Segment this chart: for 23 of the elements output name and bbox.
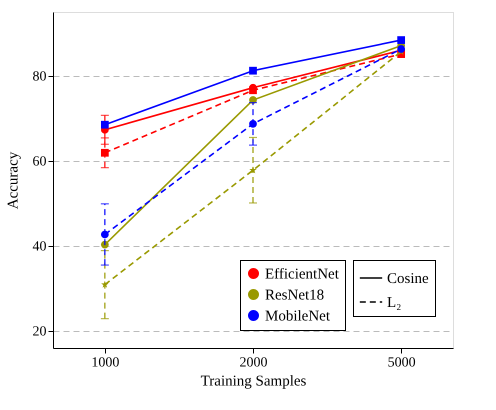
point bbox=[100, 120, 109, 129]
point bbox=[100, 230, 109, 238]
x-tick-label: 5000 bbox=[388, 356, 416, 370]
point bbox=[397, 36, 406, 44]
y-tick-label: 20 bbox=[32, 324, 46, 340]
x-axis-title: Training Samples bbox=[200, 374, 307, 390]
point bbox=[249, 120, 257, 128]
point bbox=[101, 280, 109, 288]
point bbox=[100, 148, 109, 157]
legend-label: EfficientNet bbox=[265, 266, 340, 282]
y-axis-title: Accuracy bbox=[6, 151, 22, 210]
x-tick-label: 2000 bbox=[240, 356, 268, 370]
point bbox=[249, 86, 257, 94]
legend-label: MobileNet bbox=[265, 308, 331, 324]
x-tick-label: 1000 bbox=[91, 356, 120, 370]
annotation: Cosine bbox=[387, 271, 430, 287]
y-tick-label: 40 bbox=[32, 239, 46, 254]
annotation: L₂ bbox=[387, 295, 402, 311]
point bbox=[249, 166, 257, 174]
point bbox=[249, 66, 257, 75]
y-tick-label: 60 bbox=[32, 154, 46, 170]
legend-label: ResNet18 bbox=[265, 288, 324, 304]
y-tick-label: 80 bbox=[32, 69, 46, 84]
